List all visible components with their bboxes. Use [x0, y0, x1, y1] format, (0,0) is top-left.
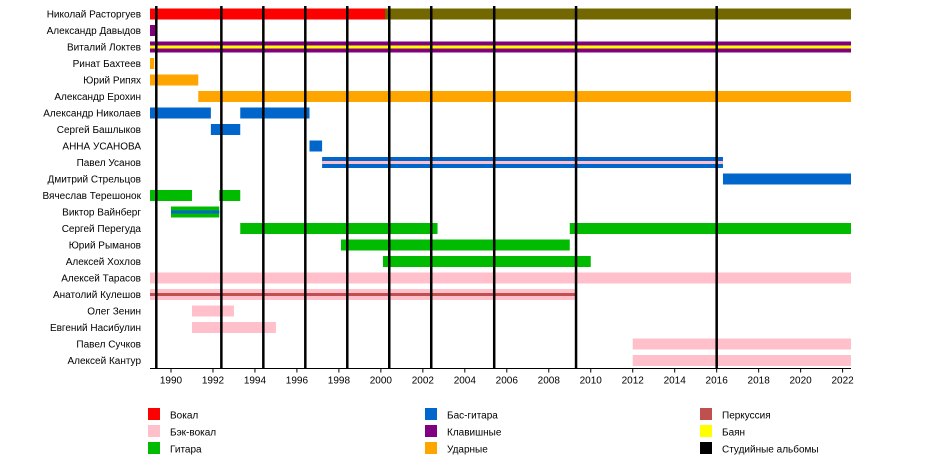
member-label: Дмитрий Стрельцов	[48, 175, 141, 186]
member-label: Николай Расторгуев	[47, 10, 141, 21]
legend-label: Вокал	[170, 411, 198, 422]
x-tick-label: 2018	[748, 376, 771, 387]
member-label: Юрий Рипях	[83, 76, 141, 87]
x-axis: 1990 1992 1994 1996 1998 2000 2002 2004 2006 2008…	[150, 368, 854, 387]
overlay-percussion	[150, 293, 577, 296]
bar-drums	[150, 58, 155, 69]
x-tick-label: 1996	[286, 376, 309, 387]
legend-swatch-percussion	[700, 408, 712, 420]
member-label: Виталий Локтев	[67, 43, 141, 54]
bar-guitar	[150, 190, 192, 201]
legend-label: Ударные	[447, 445, 488, 456]
bar-guitar	[219, 190, 241, 201]
member-label: Алексей Тарасов	[61, 274, 141, 285]
x-tick-label: 2016	[706, 376, 729, 387]
x-tick-label: 1990	[160, 376, 183, 387]
bar-guitar	[240, 223, 438, 234]
bar-keys	[150, 25, 157, 36]
album-lines	[155, 6, 718, 369]
member-label: Ринат Бахтеев	[73, 59, 141, 70]
overlay-bass	[170, 210, 220, 214]
member-label: Вячеслав Терешонок	[42, 191, 141, 202]
legend-label: Баян	[722, 428, 745, 439]
legend-swatch-bass	[425, 408, 437, 420]
x-tick-label: 2022	[831, 376, 854, 387]
member-label: АННА УСАНОВА	[62, 142, 141, 153]
legend-label: Студийные альбомы	[722, 444, 819, 456]
legend: Вокал Бэк-вокал Гитара Бас-гитара Клавишные У…	[148, 408, 819, 456]
legend-label: Перкуссия	[722, 411, 771, 422]
x-tick-label: 2020	[790, 376, 813, 387]
x-tick-label: 1994	[244, 376, 267, 387]
legend-label: Бас-гитара	[447, 411, 498, 422]
bar-backvocal	[191, 305, 234, 317]
bar-backvocal	[632, 338, 851, 350]
bar-backvocal	[632, 355, 851, 366]
legend-swatch-bayan	[700, 425, 712, 437]
legend-swatch-album	[700, 442, 712, 454]
member-label: Сергей Башлыков	[57, 125, 141, 136]
bar-guitar	[382, 256, 591, 267]
member-label: Алексей Хохлов	[66, 257, 141, 268]
x-tick-label: 2000	[370, 376, 393, 387]
overlay-bayan	[150, 45, 851, 49]
legend-swatch-drums	[425, 442, 437, 454]
member-label: Олег Зенин	[87, 307, 141, 318]
bar-bass	[210, 124, 241, 135]
x-tick-label: 2008	[538, 376, 561, 387]
overlay-backvocal	[322, 161, 723, 164]
overlay-guitar	[385, 8, 851, 20]
legend-swatch-keys	[425, 425, 437, 437]
member-label: Павел Сучков	[76, 340, 141, 351]
member-label: Юрий Рымaнов	[69, 241, 141, 252]
x-tick-label: 1992	[202, 376, 225, 387]
member-label: Виктор Вайнберг	[62, 207, 141, 219]
legend-swatch-backvocal	[148, 425, 160, 437]
member-label: Алексей Кантур	[67, 356, 141, 367]
bar-bass	[240, 107, 310, 119]
member-label: Александр Ерохин	[54, 92, 141, 103]
x-tick-label: 2014	[664, 376, 687, 387]
legend-swatch-vocal	[148, 408, 160, 420]
member-bars	[150, 8, 851, 366]
member-label: Павел Усанов	[77, 158, 141, 169]
x-tick-label: 2012	[622, 376, 645, 387]
legend-swatch-guitar	[148, 442, 160, 454]
bar-guitar	[569, 223, 851, 234]
x-tick-label: 2010	[580, 376, 603, 387]
bar-drums	[150, 74, 199, 86]
x-tick-label: 1998	[328, 376, 351, 387]
member-labels: Николай Расторгуев Александр Давыдов Витал…	[42, 10, 141, 368]
legend-label: Клавишные	[447, 428, 502, 439]
member-label: Анатолий Кулешов	[53, 290, 141, 301]
legend-label: Гитара	[170, 445, 202, 456]
bar-drums	[198, 91, 851, 102]
x-tick-label: 2004	[454, 376, 477, 387]
member-label: Александр Николаев	[43, 109, 141, 120]
legend-label: Бэк-вокал	[170, 428, 216, 439]
bar-bass	[309, 140, 323, 152]
bar-guitar	[340, 239, 570, 251]
member-label: Александр Давыдов	[47, 26, 141, 37]
x-tick-label: 2006	[496, 376, 519, 387]
member-label: Сергей Перегуда	[62, 224, 142, 235]
bar-backvocal	[191, 322, 276, 333]
member-label: Евгений Насибулин	[50, 322, 141, 334]
x-tick-label: 2002	[412, 376, 435, 387]
bar-bass	[150, 107, 211, 119]
bar-backvocal	[150, 272, 851, 284]
bar-bass	[722, 173, 851, 185]
